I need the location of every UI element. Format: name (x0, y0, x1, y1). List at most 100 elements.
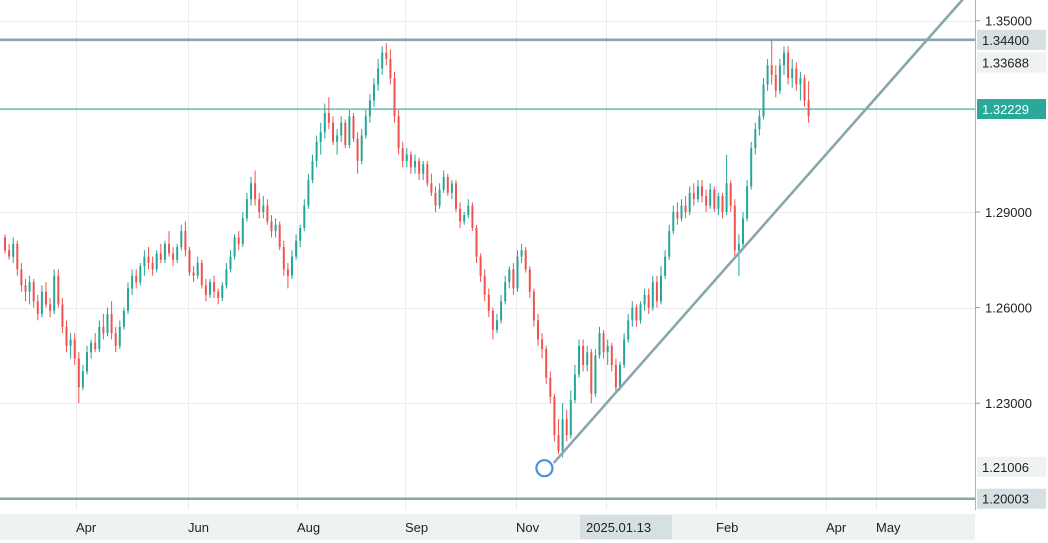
candle (483, 269, 486, 302)
candle (545, 345, 548, 385)
candle-body (241, 218, 244, 244)
candle (49, 298, 52, 318)
candle-body (196, 262, 199, 276)
candle (94, 333, 97, 353)
candle (86, 345, 88, 375)
candle (204, 278, 207, 302)
candle (614, 358, 617, 394)
candle (446, 173, 449, 197)
candle-body (282, 247, 285, 270)
candle (262, 196, 265, 219)
candle-body (213, 282, 216, 292)
candle-body (528, 269, 531, 292)
candle (639, 301, 642, 324)
candle (627, 313, 630, 343)
candle-body (557, 435, 560, 452)
candle (586, 345, 589, 372)
candle (471, 202, 474, 232)
candle (528, 266, 531, 299)
candle (327, 97, 330, 130)
candle-body (655, 282, 658, 302)
candle (569, 390, 572, 439)
candle (114, 326, 117, 353)
annotation-circle[interactable] (535, 459, 554, 478)
candle-body (692, 192, 695, 200)
candle (139, 262, 142, 286)
candle (746, 180, 749, 222)
candle-body (147, 256, 150, 263)
candle-body (385, 52, 388, 59)
candle (12, 237, 15, 263)
candle (57, 269, 60, 308)
candle (16, 240, 19, 276)
candle (20, 262, 23, 292)
candle-body (135, 275, 138, 283)
candle-body (389, 58, 392, 79)
candle-body (73, 339, 76, 359)
candle (405, 148, 408, 168)
candle-body (508, 269, 511, 283)
candle (582, 339, 585, 372)
candle (713, 186, 716, 212)
candle (168, 231, 170, 257)
candle-body (766, 65, 769, 85)
candle (684, 196, 687, 219)
level-label-2-box (977, 488, 1046, 509)
candle-body (217, 291, 220, 299)
candle-body (151, 262, 154, 270)
candle (258, 192, 261, 219)
candle (184, 221, 187, 257)
candle (623, 333, 626, 369)
candle-body (524, 250, 527, 270)
x-tick-label: May (876, 520, 901, 535)
candle (520, 243, 523, 263)
candle (122, 307, 125, 330)
candle-body (672, 211, 675, 232)
candle (799, 71, 802, 101)
candle (438, 183, 441, 209)
x-tick-label: Nov (516, 520, 540, 535)
candle (209, 278, 211, 299)
price-label-1-box (977, 456, 1046, 477)
candle-body (541, 339, 544, 350)
candle (754, 122, 757, 155)
candle-body (791, 68, 794, 79)
candle (598, 326, 601, 359)
candle-body (463, 215, 466, 222)
level-label-1: 1.32229 (982, 102, 1029, 117)
time-axis-strip (0, 514, 975, 540)
candle-body (532, 291, 535, 321)
candle-body (270, 221, 273, 232)
candle-body (336, 135, 339, 142)
x-tick-label: Aug (297, 520, 320, 535)
candle (647, 288, 650, 314)
candle-body (127, 288, 129, 311)
candle (504, 275, 507, 305)
candle (368, 94, 371, 123)
trendline[interactable] (553, 0, 975, 464)
candle (286, 262, 289, 289)
candle (77, 352, 80, 404)
candle-body (315, 141, 318, 161)
candle (172, 247, 175, 267)
candle (701, 180, 703, 203)
candle-body (594, 355, 597, 394)
candle (668, 224, 671, 260)
candle-body (381, 52, 384, 69)
candle-body (131, 275, 134, 289)
candle (266, 199, 269, 225)
candle (742, 211, 744, 248)
candle (340, 116, 343, 142)
candle (319, 122, 322, 155)
candle-body (545, 349, 548, 378)
candle-body (643, 294, 646, 305)
candle-body (110, 313, 113, 334)
candle (795, 62, 798, 91)
horizontal-levels (0, 38, 975, 501)
candle (459, 202, 462, 228)
candle-body (28, 282, 31, 292)
candle-body (348, 116, 351, 146)
candle (4, 234, 6, 254)
candle (774, 65, 777, 98)
candle-body (623, 339, 626, 365)
